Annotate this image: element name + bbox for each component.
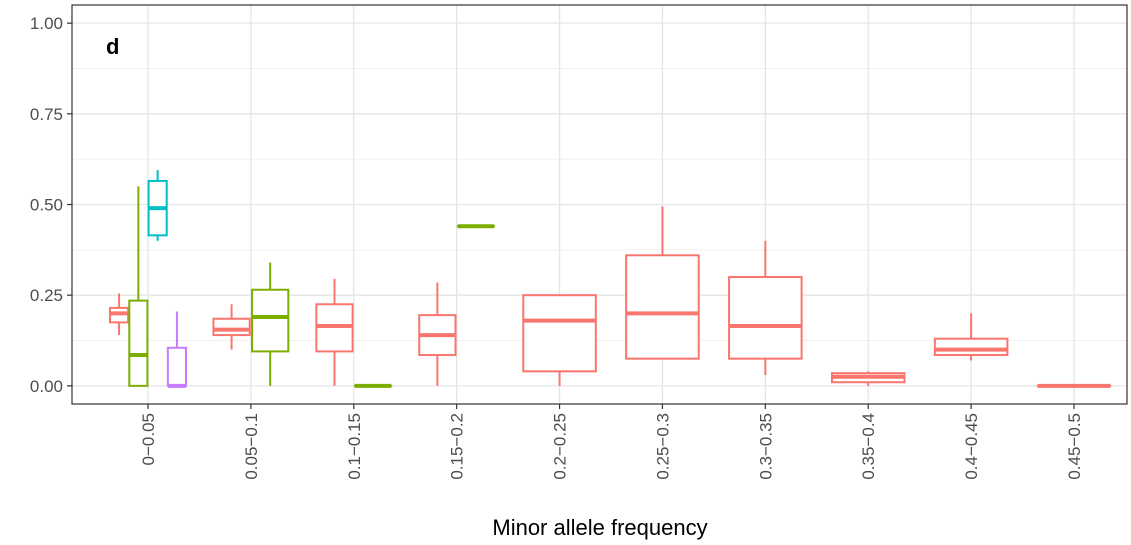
box-body [625,254,700,360]
box [108,293,130,336]
box [128,186,149,387]
x-tick-label: 0.25−0.3 [653,413,672,480]
box [830,371,906,386]
y-tick-label: 0.00 [30,377,63,396]
box [625,206,700,360]
box [315,278,354,386]
y-tick-label: 1.00 [30,14,63,33]
box [418,282,457,386]
box-body [128,299,149,387]
box [251,262,290,386]
x-tick-label: 0−0.05 [139,413,158,465]
box [522,294,597,386]
x-tick-label: 0.3−0.35 [756,413,775,480]
x-tick-label: 0.15−0.2 [448,413,467,480]
x-tick-label: 0.45−0.5 [1065,413,1084,480]
y-tick-label: 0.50 [30,196,63,215]
x-tick-label: 0.05−0.1 [242,413,261,480]
box [212,304,251,350]
x-tick-label: 0.1−0.15 [345,413,364,480]
x-axis-label: Minor allele frequency [492,515,707,540]
y-tick-label: 0.75 [30,105,63,124]
box-body [212,317,251,337]
box-body [933,337,1009,357]
box-body [728,276,803,360]
box-body [251,288,290,353]
x-tick-label: 0.2−0.25 [551,413,570,480]
box-body [166,346,188,387]
panel-label: d [106,34,119,59]
box [933,313,1009,361]
box [147,170,168,241]
box [728,240,803,375]
x-tick-label: 0.4−0.45 [962,413,981,480]
box-body [522,294,597,373]
boxes [108,170,1112,388]
box [166,311,188,388]
y-tick-label: 0.25 [30,286,63,305]
x-tick-label: 0.35−0.4 [859,413,878,480]
